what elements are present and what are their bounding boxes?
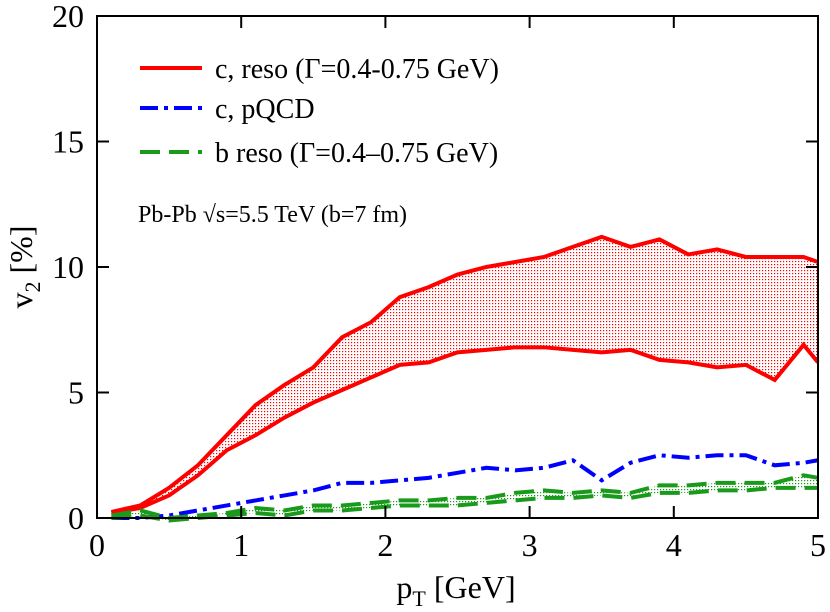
legend-label: b reso (Γ=0.4–0.75 GeV) (215, 138, 498, 169)
x-tick-label: 3 (522, 527, 538, 563)
x-tick-label: 4 (666, 527, 682, 563)
series-line (110, 234, 819, 514)
y-tick-label: 15 (52, 124, 84, 160)
plot-area (110, 234, 820, 523)
x-tick-label: 1 (233, 527, 249, 563)
annotation: Pb-Pb √s=5.5 TeV (b=7 fm) (138, 202, 407, 228)
series-line (111, 485, 818, 523)
band-fill (111, 236, 819, 513)
legend-label: c, reso (Γ=0.4-0.75 GeV) (215, 54, 499, 85)
x-tick-label: 0 (89, 527, 105, 563)
y-tick-label: 0 (68, 500, 84, 536)
series-line (111, 473, 819, 521)
y-tick-label: 20 (52, 0, 84, 34)
series-line (111, 453, 819, 520)
series-line (111, 341, 820, 515)
y-tick-label: 10 (52, 249, 84, 285)
y-tick-label: 5 (68, 375, 84, 411)
y-axis-label: v2 [%] (3, 226, 45, 309)
x-axis-label: pT [GeV] (396, 569, 515, 611)
x-tick-label: 5 (810, 527, 826, 563)
x-tick-label: 2 (377, 527, 393, 563)
legend-label: c, pQCD (215, 94, 315, 125)
